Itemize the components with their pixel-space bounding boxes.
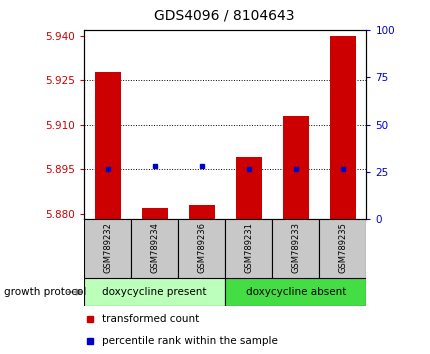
Text: GSM789236: GSM789236 xyxy=(197,222,206,273)
Bar xyxy=(178,219,224,278)
Text: transformed count: transformed count xyxy=(102,314,199,324)
Bar xyxy=(224,219,272,278)
Bar xyxy=(84,278,224,306)
Bar xyxy=(319,219,366,278)
Bar xyxy=(131,219,178,278)
Bar xyxy=(235,157,261,219)
Text: GSM789232: GSM789232 xyxy=(103,222,112,273)
Text: percentile rank within the sample: percentile rank within the sample xyxy=(102,336,277,346)
Bar xyxy=(224,278,366,306)
Text: GSM789235: GSM789235 xyxy=(338,222,347,273)
Bar xyxy=(272,219,319,278)
Bar xyxy=(141,208,167,219)
Text: GSM789234: GSM789234 xyxy=(150,222,159,273)
Text: growth protocol: growth protocol xyxy=(4,287,86,297)
Bar xyxy=(188,205,214,219)
Bar xyxy=(84,219,131,278)
Bar xyxy=(329,36,355,219)
Text: doxycycline present: doxycycline present xyxy=(102,287,206,297)
Bar xyxy=(282,116,308,219)
Text: doxycycline absent: doxycycline absent xyxy=(245,287,345,297)
Text: GSM789231: GSM789231 xyxy=(244,222,253,273)
Text: GSM789233: GSM789233 xyxy=(291,222,300,273)
Text: GDS4096 / 8104643: GDS4096 / 8104643 xyxy=(154,9,294,23)
Bar xyxy=(95,72,120,219)
